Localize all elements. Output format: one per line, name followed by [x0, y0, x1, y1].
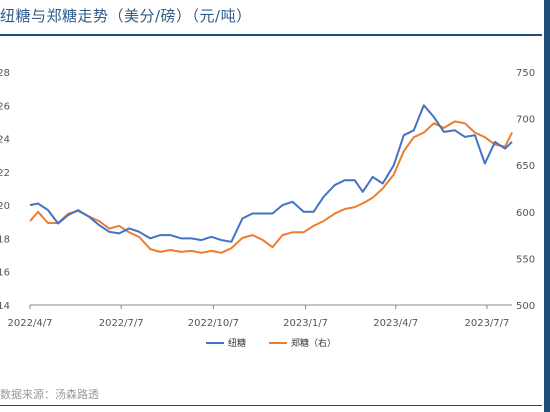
legend-label-zhutang: 纽糖 — [228, 339, 247, 349]
y-right-tick-label: 650 — [516, 161, 535, 172]
y-left-tick-label: 20 — [0, 201, 10, 212]
y-right-tick-label: 700 — [516, 115, 535, 126]
legend-label-zhengtang: 郑糖（右） — [290, 339, 336, 349]
chart-title: 纽糖与郑糖走势（美分/磅）（元/吨） — [0, 7, 252, 25]
y-left-tick-label: 18 — [0, 234, 10, 245]
footer-rule — [0, 405, 542, 406]
legend-swatch-blue — [206, 341, 225, 344]
y-left-tick-label: 26 — [0, 101, 10, 112]
line-chart: 2022/4/7 2022/7/7 2022/10/7 2023/1/7 2023/4/… — [0, 68, 535, 329]
series-line-zhutang — [29, 104, 513, 243]
y-right-tick-label: 500 — [516, 301, 535, 312]
chart-legend: 纽糖 郑糖（右） — [0, 336, 542, 349]
y-left-tick-label: 14 — [0, 301, 10, 312]
y-left-tick-label: 22 — [0, 168, 10, 179]
y-right-tick-label: 600 — [516, 208, 535, 219]
legend-swatch-orange — [268, 341, 287, 344]
y-right-tick-label: 750 — [516, 68, 535, 79]
x-tick-label: 2023/1/7 — [283, 318, 328, 329]
source-note: 数据来源：汤森路透 — [0, 388, 99, 401]
y-left-tick-label: 24 — [0, 135, 10, 146]
legend-item-zhutang: 纽糖 — [206, 336, 246, 349]
y-left-tick-label: 28 — [0, 68, 10, 79]
y-right-tick-label: 550 — [516, 254, 535, 265]
title-rule — [0, 34, 542, 36]
x-tick-label: 2022/10/7 — [188, 318, 239, 329]
y-left-tick-label: 16 — [0, 268, 10, 279]
series-line-zhengtang — [29, 120, 513, 254]
x-tick-label: 2022/7/7 — [99, 318, 144, 329]
sidebar-accent-bar — [544, 0, 550, 412]
legend-item-zhengtang: 郑糖（右） — [268, 336, 336, 349]
x-tick-label: 2022/4/7 — [8, 318, 53, 329]
x-tick-label: 2023/7/7 — [464, 318, 509, 329]
x-tick-label: 2023/4/7 — [373, 318, 418, 329]
